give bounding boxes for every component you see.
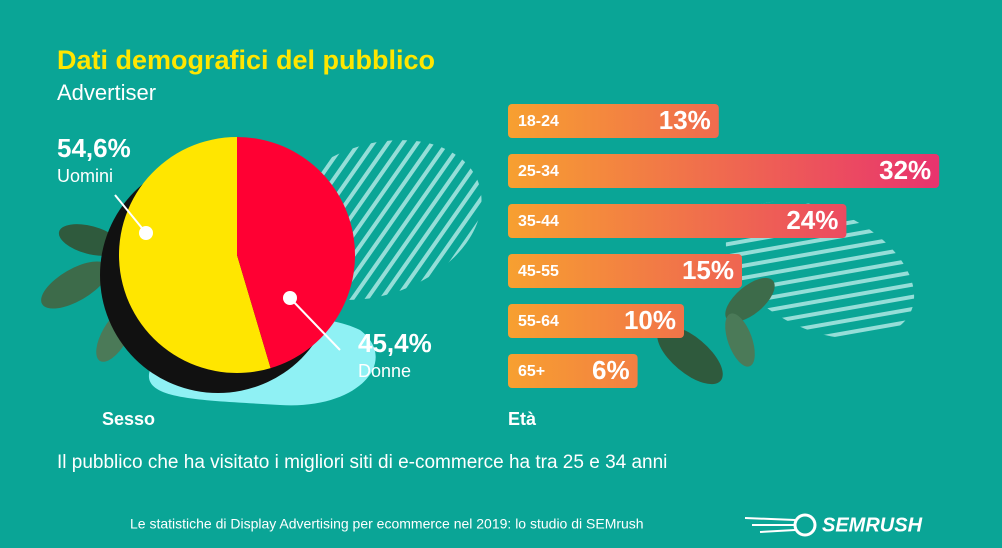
category-label: 35-44 [518,213,559,230]
note: Il pubblico che ha visitato i migliori s… [57,452,667,473]
category-label: 55-64 [518,313,559,330]
leader-line [289,297,341,351]
category-label: 65+ [518,363,545,380]
category-label: 18-24 [518,113,559,130]
value-label: 15% [682,255,734,285]
value-label: 32% [879,155,931,185]
bar [508,254,742,288]
category-label: Donne [358,361,411,381]
bar [508,154,940,188]
footer: Le statistiche di Display Advertising pe… [130,516,644,532]
logo-icon [744,513,817,537]
value-label: 10% [624,305,676,335]
bar-chart: 18-24 13% 25-34 32% 35-44 24% 45-55 15% 55-64 10%… [508,104,940,388]
leader-dot [283,291,297,305]
value-label: 24% [786,205,838,235]
category-label: Uomini [57,166,113,186]
leader-line [114,194,147,234]
brand: SEMRUSH [822,514,923,536]
value-label: 6% [592,355,630,385]
pie-chart: 54,6% Uomini 45,4% Donne [57,133,432,381]
category-label: 45-55 [518,263,559,280]
pie-slice [237,137,355,369]
bar [508,204,847,238]
chart-title: Età [508,409,537,429]
pie-slice [118,137,271,374]
value-label: 45,4% [358,328,432,358]
category-label: 25-34 [518,163,559,180]
leader-dot [139,226,153,240]
subtitle: Advertiser [57,80,156,105]
value-label: 13% [659,105,711,135]
chart-title: Sesso [102,409,155,429]
bar [508,104,719,138]
bar [508,304,684,338]
title: Dati demografici del pubblico [57,45,435,75]
bar [508,354,638,388]
value-label: 54,6% [57,133,131,163]
